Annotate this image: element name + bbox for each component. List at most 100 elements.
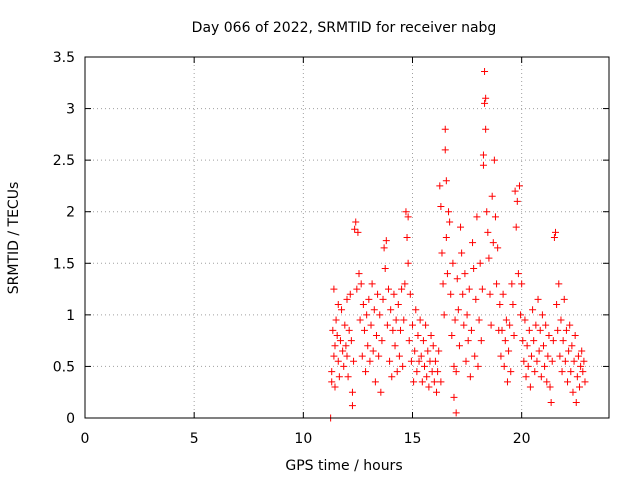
data-point <box>530 337 538 345</box>
data-point <box>473 213 481 221</box>
data-point <box>355 270 363 278</box>
data-point <box>568 342 576 350</box>
data-point <box>400 316 408 324</box>
data-point <box>437 378 445 386</box>
data-point <box>513 197 521 205</box>
data-point <box>358 352 366 360</box>
data-point <box>502 316 510 324</box>
data-point <box>517 311 525 319</box>
data-point <box>423 373 431 381</box>
data-point <box>357 280 365 288</box>
data-point <box>371 378 379 386</box>
data-point <box>356 316 364 324</box>
data-point <box>472 295 480 303</box>
data-point <box>469 239 477 247</box>
data-point <box>334 301 342 309</box>
data-point <box>402 208 410 216</box>
data-point <box>368 280 376 288</box>
data-point <box>481 99 489 107</box>
chart-title: Day 066 of 2022, SRMTID for receiver nab… <box>192 20 497 36</box>
data-point <box>333 331 341 339</box>
data-point <box>347 337 355 345</box>
data-point <box>391 342 399 350</box>
data-point <box>578 347 586 355</box>
data-point <box>387 306 395 314</box>
data-point <box>384 285 392 293</box>
data-point <box>580 357 588 365</box>
data-point <box>489 239 497 247</box>
data-point <box>414 331 422 339</box>
data-point <box>404 213 412 221</box>
data-point <box>352 218 360 226</box>
data-point <box>576 383 584 391</box>
data-point <box>467 326 475 334</box>
data-point <box>396 326 404 334</box>
data-point <box>536 326 544 334</box>
data-point <box>564 378 572 386</box>
data-point <box>465 285 473 293</box>
data-point <box>483 208 491 216</box>
data-point <box>498 326 506 334</box>
data-point <box>386 357 394 365</box>
data-point <box>364 342 372 350</box>
data-point <box>380 244 388 252</box>
data-point <box>549 337 557 345</box>
data-point <box>334 357 342 365</box>
data-point <box>476 259 484 267</box>
data-point <box>431 357 439 365</box>
data-point <box>581 378 589 386</box>
data-point <box>527 352 535 360</box>
data-point <box>446 218 454 226</box>
data-point <box>363 311 371 319</box>
data-point <box>360 326 368 334</box>
data-point <box>435 347 443 355</box>
data-point <box>438 249 446 257</box>
data-point <box>555 280 563 288</box>
data-point <box>579 368 587 376</box>
data-point <box>398 285 406 293</box>
data-point <box>411 347 419 355</box>
data-point <box>522 373 530 381</box>
data-point <box>507 368 515 376</box>
data-point <box>471 352 479 360</box>
data-point <box>541 362 549 370</box>
data-point <box>499 290 507 298</box>
data-point <box>354 228 362 236</box>
data-point <box>484 228 492 236</box>
data-point <box>392 316 400 324</box>
data-point <box>540 342 547 350</box>
data-point <box>482 94 490 102</box>
data-point <box>463 311 471 319</box>
data-point <box>442 177 450 185</box>
x-tick-label: 5 <box>190 431 199 447</box>
data-point <box>440 311 448 319</box>
data-point <box>343 295 351 303</box>
data-point <box>554 326 562 334</box>
data-point <box>365 295 373 303</box>
data-point <box>533 357 541 365</box>
data-point <box>461 270 469 278</box>
data-point <box>501 337 509 345</box>
data-point <box>331 342 339 350</box>
data-point <box>455 342 463 350</box>
y-tick-label: 2 <box>66 205 75 221</box>
data-point <box>542 321 550 329</box>
data-point <box>509 301 517 309</box>
data-point <box>566 321 574 329</box>
data-point <box>437 203 445 211</box>
data-point <box>332 316 340 324</box>
data-point <box>460 321 468 329</box>
data-point <box>561 357 569 365</box>
data-point <box>521 316 529 324</box>
data-point <box>448 331 456 339</box>
data-point <box>560 295 568 303</box>
data-point <box>418 378 426 386</box>
data-point <box>367 321 375 329</box>
data-point <box>447 290 455 298</box>
data-point <box>548 357 556 365</box>
data-point <box>350 357 358 365</box>
data-point <box>487 321 495 329</box>
data-point <box>436 182 444 190</box>
data-point <box>503 378 511 386</box>
data-point <box>374 290 382 298</box>
